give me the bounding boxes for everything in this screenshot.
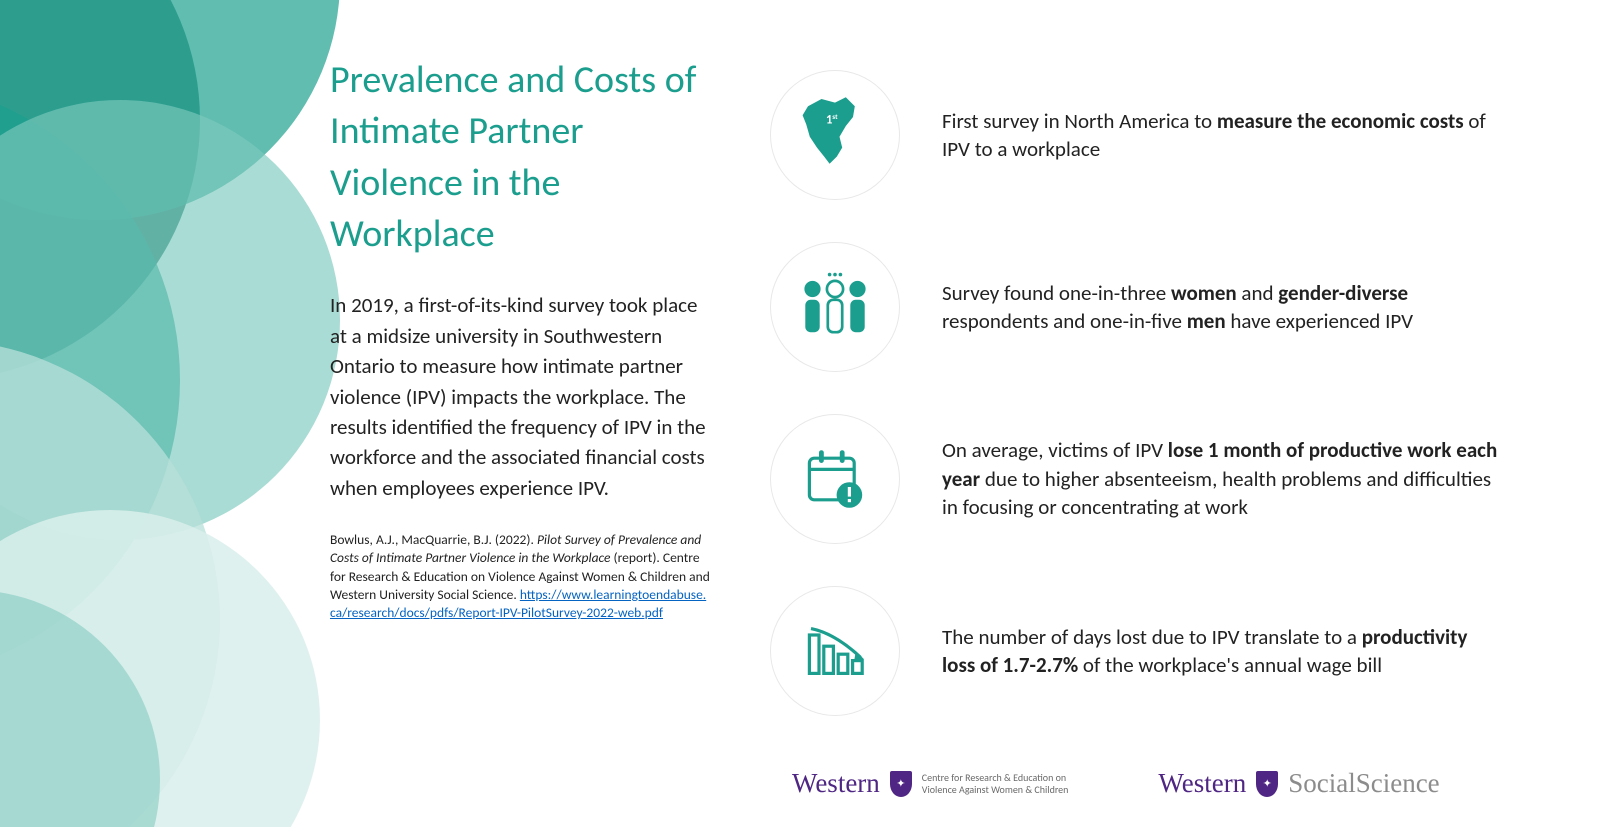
fact-row: Survey found one-in-three women and gend… <box>770 242 1500 372</box>
right-column: 1 st First survey in North America to me… <box>770 0 1500 827</box>
fact-row: On average, victims of IPV lose 1 month … <box>770 414 1500 544</box>
citation-authors: Bowlus, A.J., MacQuarrie, B.J. (2022). <box>330 531 537 548</box>
fact-row: 1 st First survey in North America to me… <box>770 70 1500 200</box>
people-group-icon <box>770 242 900 372</box>
citation: Bowlus, A.J., MacQuarrie, B.J. (2022). P… <box>330 531 710 622</box>
fact-text: First survey in North America to measure… <box>942 107 1500 164</box>
intro-paragraph: In 2019, a first-of-its-kind survey took… <box>330 290 710 503</box>
declining-chart-icon <box>770 586 900 716</box>
fact-text: On average, victims of IPV lose 1 month … <box>942 436 1500 521</box>
left-column: Prevalence and Costs of Intimate Partner… <box>330 0 710 827</box>
svg-text:st: st <box>832 112 838 121</box>
page-title: Prevalence and Costs of Intimate Partner… <box>330 55 710 260</box>
fact-row: The number of days lost due to IPV trans… <box>770 586 1500 716</box>
fact-text: Survey found one-in-three women and gend… <box>942 279 1500 336</box>
north-america-first-icon: 1 st <box>770 70 900 200</box>
fact-text: The number of days lost due to IPV trans… <box>942 623 1500 680</box>
calendar-alert-icon <box>770 414 900 544</box>
